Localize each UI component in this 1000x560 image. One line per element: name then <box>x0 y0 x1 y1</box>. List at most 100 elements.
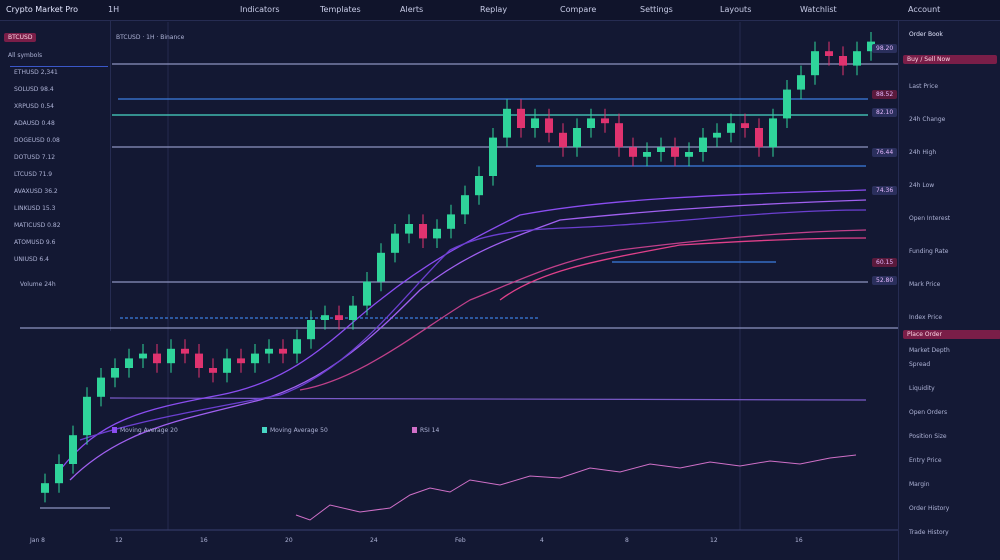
candle-body <box>783 89 791 119</box>
panel-item: Market Depth <box>909 347 950 354</box>
panel-item: Open Interest <box>909 215 951 222</box>
candle-body <box>825 51 833 56</box>
candle-body <box>685 152 693 157</box>
oscillator-line <box>295 454 857 521</box>
watchlist-row[interactable]: AVAXUSD 36.2 <box>14 188 58 195</box>
watchlist-row[interactable]: LTCUSD 71.9 <box>14 171 53 178</box>
toolbar-item[interactable]: Replay <box>480 5 508 14</box>
time-label: 16 <box>795 537 803 544</box>
legend-swatch <box>412 427 417 433</box>
candle-body <box>517 108 525 128</box>
right-panel: Order Book Buy / Sell Now Place Order La… <box>898 21 1000 560</box>
price-tag: 82.10 <box>872 108 898 117</box>
toolbar-item[interactable]: Layouts <box>720 5 752 14</box>
watchlist-filter[interactable]: All symbols <box>8 52 43 59</box>
watchlist-row[interactable]: DOGEUSD 0.08 <box>14 137 60 144</box>
watchlist-row[interactable]: DOTUSD 7.12 <box>14 154 56 161</box>
watchlist-row[interactable]: ATOMUSD 9.6 <box>14 239 56 246</box>
panel-item: 24h High <box>909 149 937 156</box>
candle-body <box>377 252 385 282</box>
candle-body <box>601 118 609 124</box>
grid <box>110 22 898 531</box>
order-button[interactable]: Place Order <box>903 330 1000 339</box>
candle-body <box>167 348 175 364</box>
moving-averages <box>59 189 867 481</box>
candle-body <box>853 51 861 66</box>
price-tag: 98.20 <box>872 44 898 53</box>
toolbar: Crypto Market Pro 1H Account Indicators T… <box>0 0 1000 21</box>
candle-body <box>391 233 399 253</box>
candle-body <box>69 435 77 464</box>
ma-line <box>499 237 867 301</box>
time-label: 4 <box>540 537 544 544</box>
candle-body <box>195 353 203 368</box>
toolbar-item[interactable]: Alerts <box>400 5 424 14</box>
candle-body <box>727 123 735 133</box>
candle-body <box>181 348 189 354</box>
candle-body <box>741 123 749 128</box>
candle-body <box>139 353 147 359</box>
watchlist-row[interactable]: XRPUSD 0.54 <box>14 103 54 110</box>
price-tag: 88.52 <box>872 90 898 99</box>
trade-button[interactable]: Buy / Sell Now <box>903 55 997 64</box>
watchlist-row[interactable]: SOLUSD 98.4 <box>14 86 54 93</box>
watchlist: BTCUSD All symbols Volume 24h ETHUSD 2,3… <box>0 21 111 331</box>
candle-body <box>363 281 371 306</box>
watchlist-row[interactable]: LINKUSD 15.3 <box>14 205 56 212</box>
panel-item: Open Orders <box>909 409 948 416</box>
time-label: 12 <box>710 537 718 544</box>
interval[interactable]: 1H <box>108 5 120 14</box>
panel-item: Last Price <box>909 83 939 90</box>
candle-body <box>559 132 567 148</box>
panel-item: Index Price <box>909 314 943 321</box>
candle-body <box>755 128 763 148</box>
candle-body <box>125 358 133 368</box>
symbol[interactable]: Crypto Market Pro <box>6 5 78 14</box>
account[interactable]: Account <box>908 5 941 14</box>
candle-body <box>279 348 287 354</box>
candle-body <box>475 176 483 196</box>
price-tag: 60.15 <box>872 258 898 267</box>
toolbar-item[interactable]: Indicators <box>240 5 280 14</box>
toolbar-item[interactable]: Templates <box>320 5 361 14</box>
candle-body <box>671 147 679 157</box>
candle-body <box>489 137 497 176</box>
candle-body <box>41 483 49 493</box>
candle-body <box>867 41 875 52</box>
candle-body <box>55 464 63 484</box>
candle-body <box>573 128 581 148</box>
panel-item: Funding Rate <box>909 248 949 255</box>
legend-swatch <box>262 427 267 433</box>
candle-body <box>531 118 539 128</box>
candle-body <box>713 132 721 138</box>
watchlist-tab[interactable]: BTCUSD <box>4 33 37 42</box>
ma-line <box>299 229 867 391</box>
candle-body <box>209 368 217 373</box>
toolbar-item[interactable]: Settings <box>640 5 673 14</box>
time-label: 8 <box>625 537 629 544</box>
levels <box>20 63 898 509</box>
candle-body <box>657 147 665 152</box>
watchlist-row[interactable]: MATICUSD 0.82 <box>14 222 61 229</box>
panel-item: Position Size <box>909 433 947 440</box>
watchlist-row[interactable]: ADAUSD 0.48 <box>14 120 55 127</box>
candle-body <box>811 51 819 76</box>
panel-header: Order Book <box>909 31 943 38</box>
ma-line <box>59 189 867 471</box>
ma-line <box>79 209 867 441</box>
time-label: 12 <box>115 537 123 544</box>
candle-body <box>433 228 441 239</box>
watchlist-row[interactable]: ETHUSD 2,341 <box>14 69 58 76</box>
candle-body <box>629 147 637 157</box>
toolbar-item[interactable]: Compare <box>560 5 597 14</box>
watchlist-row[interactable]: UNIUSD 6.4 <box>14 256 49 263</box>
candle-body <box>83 396 91 436</box>
toolbar-item[interactable]: Watchlist <box>800 5 837 14</box>
candle-body <box>447 214 455 229</box>
price-tag: 52.80 <box>872 276 898 285</box>
panel-item: Trade History <box>909 529 949 536</box>
candle-body <box>405 224 413 234</box>
panel-item: Entry Price <box>909 457 942 464</box>
time-label: 20 <box>285 537 293 544</box>
